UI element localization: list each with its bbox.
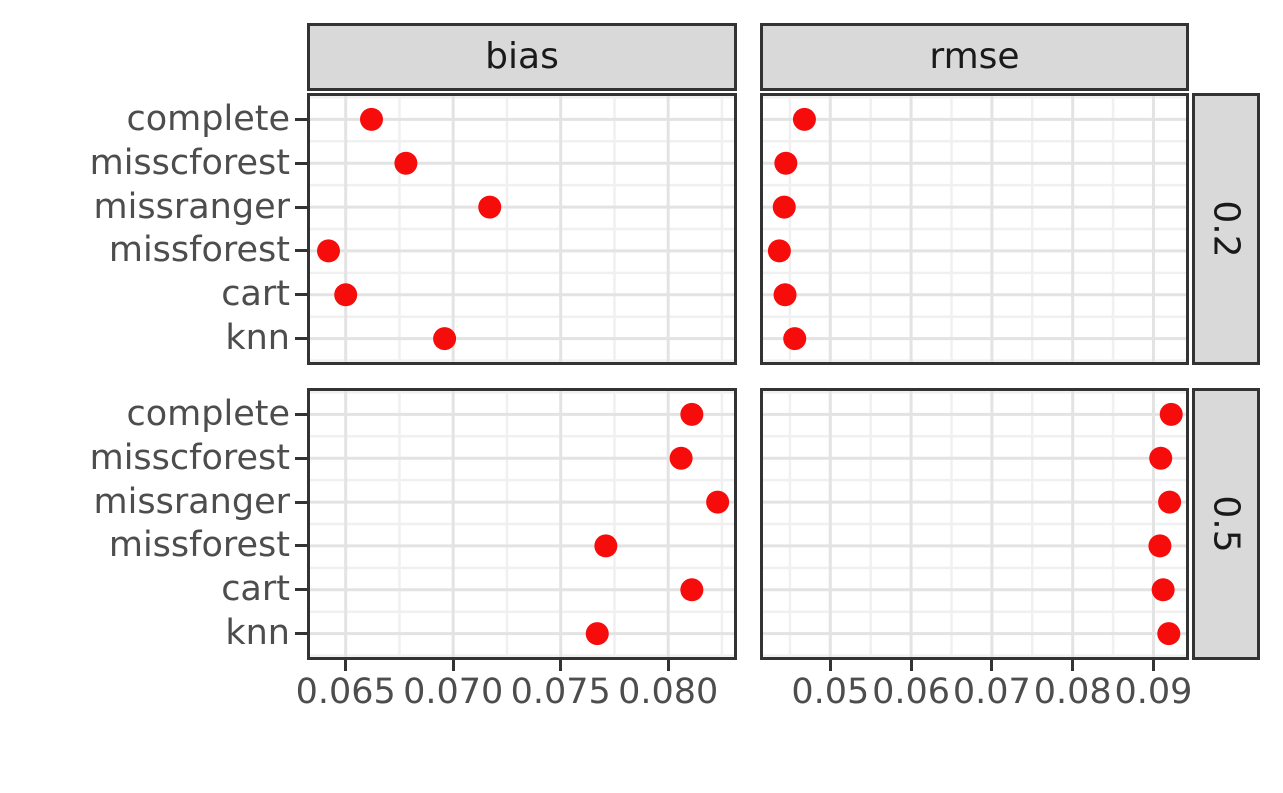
data-point-missforest-bias-0.2: [317, 239, 340, 263]
data-point-missranger-bias-0.5: [706, 490, 730, 514]
x-tick-bias: [559, 660, 563, 671]
data-point-complete-rmse-0.5: [1159, 402, 1183, 426]
data-point-missforest-rmse-0.5: [1148, 534, 1172, 558]
x-tick-rmse: [1151, 660, 1155, 671]
plot-area-bias-0.2: [310, 96, 734, 362]
y-tick-label-misscforest: misscforest: [89, 142, 290, 183]
x-tick-rmse: [909, 660, 913, 671]
x-tick-rmse: [828, 660, 832, 671]
data-point-misscforest-rmse-0.2: [774, 151, 798, 175]
y-tick-label-missranger: missranger: [93, 481, 290, 522]
x-tick-label-rmse: 0.06: [872, 672, 951, 712]
data-point-missranger-rmse-0.5: [1158, 490, 1182, 514]
x-tick-rmse: [1071, 660, 1075, 671]
y-tick: [295, 249, 307, 253]
facet-strip-row-02-label: 0.2: [1205, 200, 1247, 258]
y-tick: [295, 544, 307, 548]
y-tick: [295, 161, 307, 165]
data-point-cart-bias-0.5: [680, 578, 704, 602]
plot-area-rmse-0.5: [763, 391, 1186, 657]
y-tick-label-knn: knn: [225, 613, 290, 654]
x-tick-bias: [666, 660, 670, 671]
x-tick-label-rmse: 0.08: [1033, 672, 1112, 712]
data-point-misscforest-bias-0.5: [669, 446, 693, 470]
x-tick-bias: [451, 660, 455, 671]
y-tick-label-knn: knn: [225, 318, 290, 359]
x-tick-label-rmse: 0.09: [1114, 672, 1193, 712]
plot-area-bias-0.5: [310, 391, 734, 657]
data-point-knn-bias-0.5: [585, 622, 609, 646]
y-tick: [295, 632, 307, 636]
data-point-complete-bias-0.2: [360, 107, 383, 131]
facet-strip-row-02: 0.2: [1192, 93, 1260, 365]
y-tick: [295, 117, 307, 121]
facet-strip-bias: bias: [307, 23, 737, 91]
y-tick-label-cart: cart: [221, 274, 290, 315]
x-tick-label-bias: 0.075: [510, 672, 611, 712]
data-point-knn-rmse-0.2: [783, 327, 807, 351]
panel-rmse-02: [760, 93, 1189, 365]
y-tick: [295, 412, 307, 416]
data-point-knn-rmse-0.5: [1157, 622, 1181, 646]
y-tick-label-cart: cart: [221, 569, 290, 610]
y-tick-label-misscforest: misscforest: [89, 437, 290, 478]
x-tick-label-bias: 0.070: [403, 672, 504, 712]
y-tick: [295, 588, 307, 592]
y-tick: [295, 456, 307, 460]
data-point-complete-rmse-0.2: [792, 107, 816, 131]
y-tick: [295, 500, 307, 504]
data-point-complete-bias-0.5: [680, 402, 704, 426]
plot-area-rmse-0.2: [763, 96, 1186, 362]
data-point-missranger-bias-0.2: [478, 195, 502, 219]
data-point-misscforest-bias-0.2: [394, 151, 418, 175]
y-tick: [295, 205, 307, 209]
data-point-cart-rmse-0.2: [773, 283, 797, 307]
y-tick-label-missforest: missforest: [108, 230, 290, 271]
data-point-missranger-rmse-0.2: [772, 195, 796, 219]
data-point-cart-rmse-0.5: [1151, 578, 1175, 602]
y-tick-label-complete: complete: [126, 393, 290, 434]
y-tick: [295, 337, 307, 341]
data-point-missforest-rmse-0.2: [767, 239, 791, 263]
x-tick-label-rmse: 0.05: [791, 672, 870, 712]
data-point-misscforest-rmse-0.5: [1149, 446, 1173, 470]
y-tick-label-missforest: missforest: [108, 525, 290, 566]
data-point-cart-bias-0.2: [334, 283, 358, 307]
x-tick-rmse: [990, 660, 994, 671]
x-tick-label-bias: 0.080: [618, 672, 719, 712]
data-point-knn-bias-0.2: [433, 327, 457, 351]
y-tick: [295, 293, 307, 297]
x-tick-label-bias: 0.065: [295, 672, 396, 712]
data-point-missforest-bias-0.5: [594, 534, 618, 558]
panel-bias-05: [307, 388, 737, 660]
y-tick-label-complete: complete: [126, 98, 290, 139]
panel-rmse-05: [760, 388, 1189, 660]
y-tick-label-missranger: missranger: [93, 186, 290, 227]
facet-strip-rmse: rmse: [760, 23, 1189, 91]
panel-bias-02: [307, 93, 737, 365]
x-tick-label-rmse: 0.07: [952, 672, 1031, 712]
x-tick-bias: [344, 660, 348, 671]
facet-strip-row-05: 0.5: [1192, 388, 1260, 660]
facet-strip-row-05-label: 0.5: [1205, 495, 1247, 553]
